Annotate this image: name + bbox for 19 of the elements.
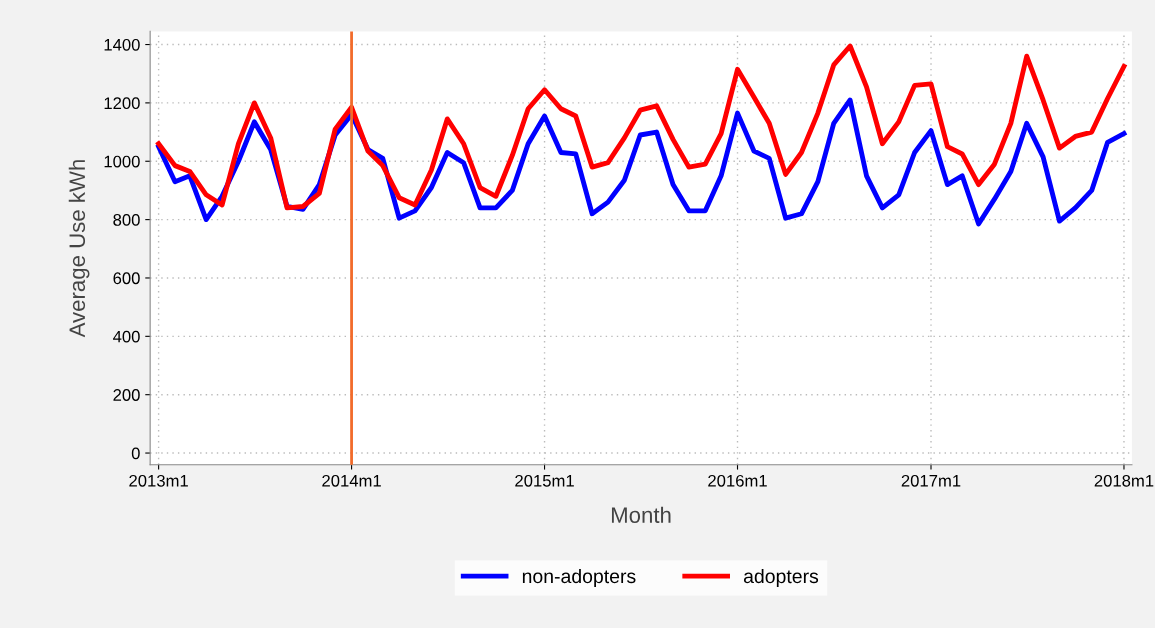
x-axis-title: Month xyxy=(611,506,671,523)
y-tick-label: 200 xyxy=(113,389,140,401)
x-tick-label: 2014m1 xyxy=(322,474,381,487)
y-axis-title: Average Use kWh xyxy=(68,160,90,338)
x-tick-label: 2018m1 xyxy=(1094,474,1154,487)
y-tick-label: 600 xyxy=(113,272,140,285)
y-tick-label: 1400 xyxy=(104,38,140,51)
x-tick-label: 2013m1 xyxy=(129,474,188,487)
line-series xyxy=(156,43,1127,211)
y-tick-label: 800 xyxy=(113,214,140,226)
legend-label: adopters xyxy=(743,568,819,588)
x-tick-label: 2016m1 xyxy=(708,474,767,487)
y-tick-label: 1000 xyxy=(104,155,140,168)
y-tick-label: 0 xyxy=(131,447,140,460)
x-tick-label: 2017m1 xyxy=(901,474,961,487)
y-tick-label: 1200 xyxy=(104,97,140,110)
legend-label: non-adopters xyxy=(522,568,636,588)
x-tick-label: 2015m1 xyxy=(515,474,574,487)
y-tick-label: 400 xyxy=(113,330,140,343)
